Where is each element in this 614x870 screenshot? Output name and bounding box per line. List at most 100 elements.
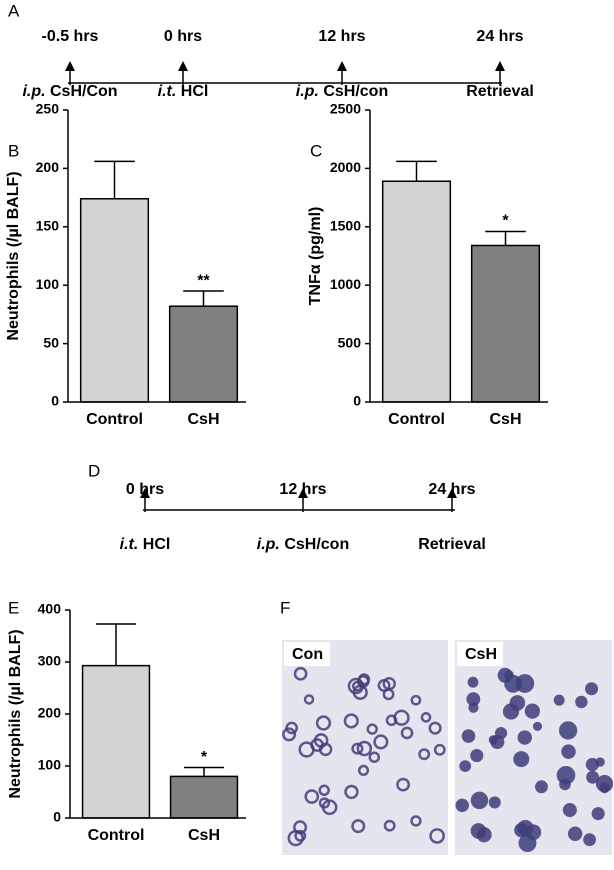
cell [494,727,508,740]
x-tick-label: CsH [489,411,521,428]
cell [396,777,411,792]
arrow-head [298,488,308,498]
cell [393,709,410,726]
y-tick-label: 300 [38,653,62,669]
cell [304,789,320,804]
time-label: 24 hrs [476,28,523,45]
cell [356,740,373,757]
cell [455,798,469,813]
y-tick-label: 100 [38,757,62,773]
arrow-head [495,61,505,71]
y-tick-label: 250 [36,101,60,117]
y-tick-label: 1000 [330,276,361,292]
bar [168,305,239,403]
x-tick-label: CsH [187,411,219,428]
significance: * [502,213,509,230]
cell [585,682,599,696]
event-route: i.p. [257,536,280,553]
panel-label: C [310,141,322,160]
cell [282,727,297,742]
cell [532,721,543,731]
arrow-head [140,488,150,498]
event-label: Retrieval [418,536,486,553]
bar [81,664,151,819]
cell [428,721,442,735]
cell [535,780,548,794]
cell [351,819,366,834]
y-tick-label: 2500 [330,101,361,117]
arrow-head [337,61,347,71]
y-tick-label: 200 [38,705,62,721]
cell [420,712,432,723]
cell [315,715,332,731]
cell [373,734,389,750]
cell [502,703,520,720]
cell [488,796,501,809]
y-tick-label: 50 [43,334,59,350]
event-route: i.t. [120,536,139,553]
cell [351,742,364,755]
cell [558,721,578,740]
significance: ** [197,272,210,289]
y-tick-label: 200 [36,159,60,175]
cell [561,744,576,759]
cell [461,729,476,743]
cell [293,666,308,681]
cell [595,757,605,767]
arrow-head [65,61,75,71]
cell [344,784,359,800]
bar [470,244,541,403]
y-tick-label: 150 [36,218,60,234]
cell [567,826,583,841]
event-route: i.t. [158,83,177,100]
cell [586,770,600,784]
cell [356,675,370,688]
event-label: i.p. CsH/Con [22,83,117,100]
cell [514,822,529,838]
cell [467,676,479,688]
arrow-head [447,488,457,498]
micrograph-label-bg [284,642,330,666]
cell [318,797,331,809]
cell [377,678,391,692]
y-tick-label: 0 [353,393,361,409]
event-text: Retrieval [418,536,486,553]
arrow-head [178,61,188,71]
y-tick-label: 1500 [330,218,361,234]
cell [488,735,499,745]
cell [513,751,530,768]
micrograph-label: Con [292,646,323,663]
y-axis-label: Neutrophils (/µl BALF) [5,171,22,340]
event-text: CsH/con [323,83,388,100]
cell [357,764,370,776]
cell [294,829,307,842]
panel-label: F [280,598,290,617]
event-label: i.t. HCl [120,536,171,553]
cell [470,791,489,810]
event-text: CsH/Con [50,83,118,100]
cell [575,695,588,709]
time-label: 0 hrs [164,28,202,45]
x-tick-label: Control [86,411,143,428]
cell [433,743,446,756]
cell [470,748,484,763]
y-axis-label: Neutrophils (/µl BALF) [7,629,24,798]
event-route: i.p. [296,83,319,100]
cell [515,674,535,693]
micrograph-label-bg [457,642,503,666]
cell [366,723,378,735]
y-tick-label: 0 [51,393,59,409]
cell [591,807,605,821]
x-tick-label: CsH [188,827,220,844]
cell [418,748,431,761]
x-tick-label: Control [388,411,445,428]
y-axis-label: TNFα (pg/ml) [307,207,324,306]
time-label: 12 hrs [318,28,365,45]
y-tick-label: 2000 [330,159,361,175]
panel-label: B [8,141,19,160]
time-label: -0.5 hrs [42,28,99,45]
cell [504,670,514,680]
bar [79,198,150,403]
cell [553,694,565,706]
cell [583,833,597,847]
